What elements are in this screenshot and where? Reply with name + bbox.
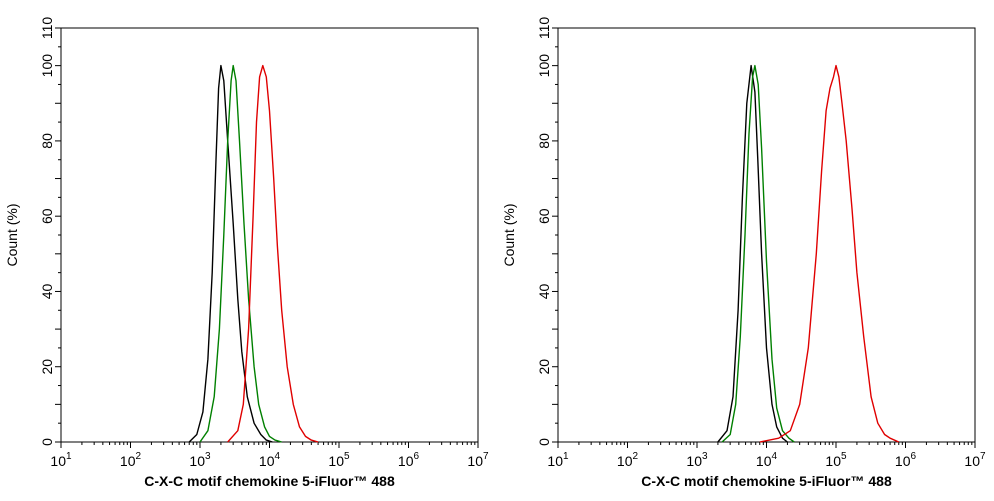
- x-tick-label: 104: [259, 451, 281, 469]
- x-tick-label: 107: [467, 451, 489, 469]
- y-tick-label: 0: [536, 438, 552, 446]
- y-axis-label: Count (%): [4, 203, 20, 266]
- x-tick-label: 103: [686, 451, 708, 469]
- histogram-series-2: [721, 64, 795, 443]
- plot-frame: [557, 27, 976, 443]
- y-tick-label: 110: [39, 17, 55, 40]
- x-tick-label: 106: [398, 451, 420, 469]
- y-tick-label: 60: [536, 208, 552, 224]
- y-tick-label: 100: [536, 54, 552, 78]
- y-tick-label: 40: [39, 283, 55, 299]
- chart-panel-2: 0 20 40 60 80 100 110 101 102 103 104 105 106 107 C-X-…: [501, 17, 986, 489]
- histogram-series-3: [759, 64, 900, 443]
- chart-panel-1: 0 20 40 60 80 100 110 101 102 103 104 105 106 107 C-X-…: [4, 17, 489, 489]
- x-tick-label: 105: [825, 451, 847, 469]
- x-tick-label: 103: [189, 451, 211, 469]
- plot-frame: [60, 27, 479, 443]
- x-tick-label: 102: [120, 451, 142, 469]
- y-tick-label: 20: [536, 359, 552, 375]
- x-axis-label: C-X-C motif chemokine 5-iFluor™ 488: [144, 473, 395, 489]
- histogram-series-2: [199, 64, 282, 443]
- x-axis-label: C-X-C motif chemokine 5-iFluor™ 488: [641, 473, 892, 489]
- x-tick-label: 107: [964, 451, 986, 469]
- x-tick-label: 106: [895, 451, 917, 469]
- x-tick-label: 104: [756, 451, 778, 469]
- y-tick-label: 0: [39, 438, 55, 446]
- x-tick-label: 101: [50, 451, 72, 469]
- y-tick-label: 80: [39, 133, 55, 149]
- x-tick-label: 102: [617, 451, 639, 469]
- y-axis-label: Count (%): [501, 203, 517, 266]
- histogram-series-1: [717, 64, 788, 443]
- y-tick-label: 60: [39, 208, 55, 224]
- y-tick-label: 80: [536, 133, 552, 149]
- y-tick-label: 40: [536, 283, 552, 299]
- x-tick-label: 105: [328, 451, 350, 469]
- histogram-series-1: [188, 64, 273, 443]
- y-tick-label: 20: [39, 359, 55, 375]
- y-tick-label: 100: [39, 54, 55, 78]
- x-tick-label: 101: [547, 451, 569, 469]
- histogram-series-3: [227, 64, 319, 443]
- y-tick-label: 110: [536, 17, 552, 40]
